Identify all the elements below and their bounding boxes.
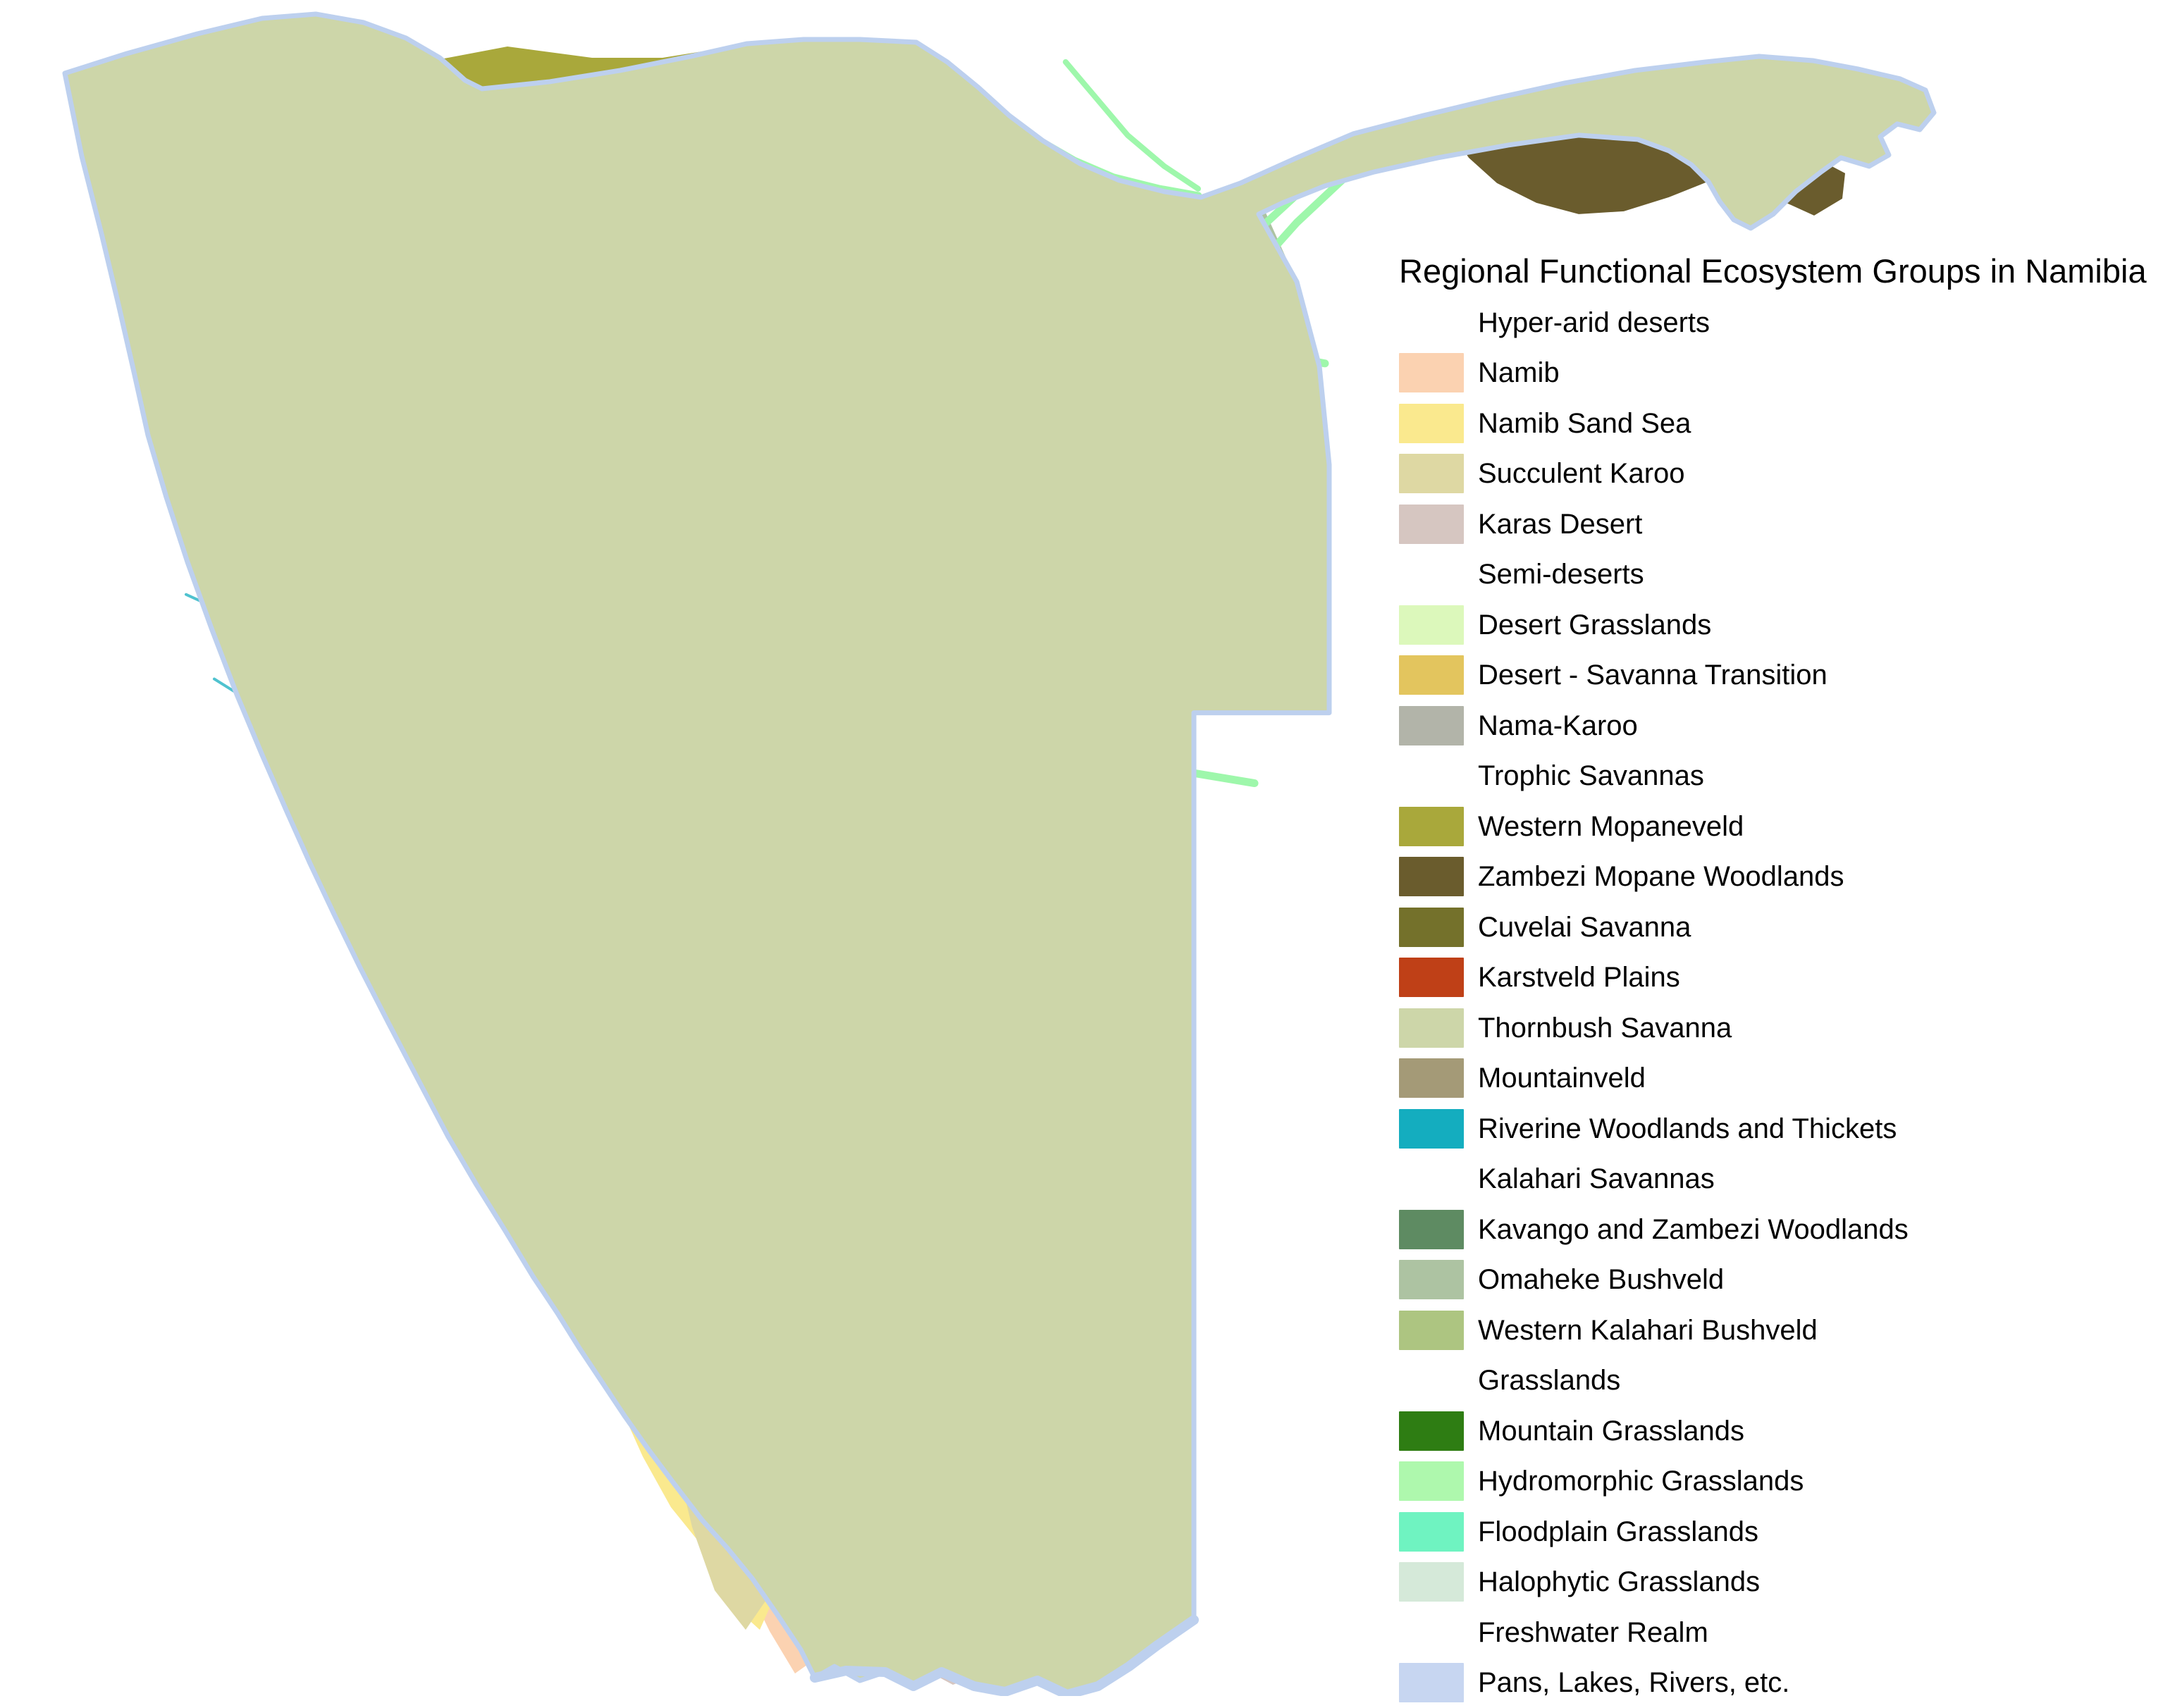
legend-row: Namib bbox=[1399, 348, 2180, 399]
legend-item-label: Desert Grasslands bbox=[1478, 611, 1711, 639]
legend-row: Western Kalahari Bushveld bbox=[1399, 1305, 2180, 1356]
legend-item-label: Hydromorphic Grasslands bbox=[1478, 1467, 1804, 1495]
legend-item-label: Zambezi Mopane Woodlands bbox=[1478, 862, 1844, 891]
legend-header: Kalahari Savannas bbox=[1399, 1154, 2180, 1205]
legend-row: Desert - Savanna Transition bbox=[1399, 650, 2180, 701]
legend-row: Halophytic Grasslands bbox=[1399, 1557, 2180, 1608]
color-swatch bbox=[1399, 1058, 1464, 1098]
legend-row: Floodplain Grasslands bbox=[1399, 1506, 2180, 1557]
legend-header-label: Hyper-arid deserts bbox=[1478, 309, 1710, 337]
legend-item-label: Thornbush Savanna bbox=[1478, 1014, 1732, 1042]
legend-header: Freshwater Realm bbox=[1399, 1607, 2180, 1658]
legend-row: Karas Desert bbox=[1399, 499, 2180, 550]
legend-item-label: Mountain Grasslands bbox=[1478, 1417, 1744, 1445]
color-swatch bbox=[1399, 1008, 1464, 1048]
color-swatch bbox=[1399, 908, 1464, 947]
legend-header-label: Trophic Savannas bbox=[1478, 762, 1704, 790]
legend-header-label: Freshwater Realm bbox=[1478, 1619, 1708, 1647]
color-swatch bbox=[1399, 655, 1464, 695]
legend-row: Kavango and Zambezi Woodlands bbox=[1399, 1204, 2180, 1255]
legend-row: Cuvelai Savanna bbox=[1399, 902, 2180, 953]
legend-item-label: Western Kalahari Bushveld bbox=[1478, 1316, 1818, 1344]
legend-item-label: Karas Desert bbox=[1478, 510, 1642, 538]
legend-item-label: Nama-Karoo bbox=[1478, 712, 1638, 740]
legend-header: Hyper-arid deserts bbox=[1399, 297, 2180, 348]
color-swatch bbox=[1399, 505, 1464, 544]
legend-row: Karstveld Plains bbox=[1399, 953, 2180, 1003]
legend-row: Succulent Karoo bbox=[1399, 449, 2180, 500]
color-swatch bbox=[1399, 1663, 1464, 1702]
legend-item-label: Floodplain Grasslands bbox=[1478, 1518, 1758, 1546]
legend-item-label: Halophytic Grasslands bbox=[1478, 1568, 1760, 1596]
legend-header-label: Semi-deserts bbox=[1478, 560, 1644, 588]
map-title: Regional Functional Ecosystem Groups in … bbox=[1399, 244, 2180, 297]
color-swatch bbox=[1399, 1210, 1464, 1249]
legend-row: Mountainveld bbox=[1399, 1053, 2180, 1104]
color-swatch bbox=[1399, 857, 1464, 896]
legend-item-label: Cuvelai Savanna bbox=[1478, 913, 1691, 941]
legend-item-label: Kavango and Zambezi Woodlands bbox=[1478, 1215, 1909, 1244]
legend-header: Trophic Savannas bbox=[1399, 751, 2180, 802]
color-swatch bbox=[1399, 454, 1464, 493]
color-swatch bbox=[1399, 605, 1464, 645]
color-swatch bbox=[1399, 1311, 1464, 1350]
color-swatch bbox=[1399, 404, 1464, 443]
color-swatch bbox=[1399, 807, 1464, 846]
color-swatch bbox=[1399, 1411, 1464, 1451]
legend-row: Nama-Karoo bbox=[1399, 700, 2180, 751]
legend-row: Western Mopaneveld bbox=[1399, 801, 2180, 852]
legend-header-label: Grasslands bbox=[1478, 1366, 1620, 1394]
legend-row: Pans, Lakes, Rivers, etc. bbox=[1399, 1658, 2180, 1708]
legend-item-label: Karstveld Plains bbox=[1478, 963, 1680, 991]
legend-row: Zambezi Mopane Woodlands bbox=[1399, 852, 2180, 903]
legend-item-label: Desert - Savanna Transition bbox=[1478, 661, 1827, 689]
color-swatch bbox=[1399, 1461, 1464, 1501]
color-swatch bbox=[1399, 958, 1464, 997]
legend-row: Omaheke Bushveld bbox=[1399, 1255, 2180, 1306]
legend-item-label: Omaheke Bushveld bbox=[1478, 1265, 1724, 1294]
legend-row: Namib Sand Sea bbox=[1399, 398, 2180, 449]
legend-item-label: Western Mopaneveld bbox=[1478, 812, 1744, 841]
legend-row: Desert Grasslands bbox=[1399, 600, 2180, 650]
legend-panel: Regional Functional Ecosystem Groups in … bbox=[1399, 244, 2180, 1708]
color-swatch bbox=[1399, 353, 1464, 392]
legend-row: Thornbush Savanna bbox=[1399, 1003, 2180, 1053]
legend-header: Grasslands bbox=[1399, 1356, 2180, 1406]
color-swatch bbox=[1399, 1562, 1464, 1602]
legend-item-label: Namib Sand Sea bbox=[1478, 409, 1691, 438]
legend-item-label: Succulent Karoo bbox=[1478, 459, 1685, 488]
legend-row: Mountain Grasslands bbox=[1399, 1406, 2180, 1456]
color-swatch bbox=[1399, 1109, 1464, 1149]
legend-row: Riverine Woodlands and Thickets bbox=[1399, 1103, 2180, 1154]
legend-item-label: Namib bbox=[1478, 359, 1560, 387]
legend-item-label: Pans, Lakes, Rivers, etc. bbox=[1478, 1669, 1789, 1697]
color-swatch bbox=[1399, 706, 1464, 745]
legend-row: Hydromorphic Grasslands bbox=[1399, 1456, 2180, 1507]
legend-item-label: Mountainveld bbox=[1478, 1064, 1646, 1092]
legend-header-label: Kalahari Savannas bbox=[1478, 1165, 1715, 1193]
legend-item-label: Riverine Woodlands and Thickets bbox=[1478, 1115, 1897, 1143]
color-swatch bbox=[1399, 1512, 1464, 1552]
legend-header: Semi-deserts bbox=[1399, 550, 2180, 600]
color-swatch bbox=[1399, 1260, 1464, 1299]
